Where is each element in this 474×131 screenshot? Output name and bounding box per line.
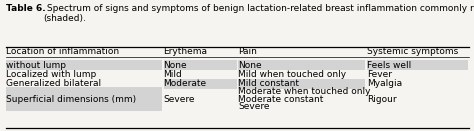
Bar (238, 79, 365, 89)
Text: Pain: Pain (238, 47, 257, 56)
Text: Mild when touched only: Mild when touched only (238, 70, 346, 79)
Bar (238, 60, 365, 70)
Text: without lump: without lump (6, 61, 66, 70)
Text: None: None (238, 61, 262, 70)
Bar (164, 79, 237, 89)
Text: Spectrum of signs and symptoms of benign lactation-related breast inflammation c: Spectrum of signs and symptoms of benign… (44, 4, 474, 23)
Text: Systemic symptoms: Systemic symptoms (367, 47, 459, 56)
Bar (6, 60, 162, 70)
Text: Severe: Severe (164, 94, 195, 103)
Text: Location of inflammation: Location of inflammation (6, 47, 119, 56)
Text: Severe: Severe (238, 102, 270, 111)
Text: Mild constant: Mild constant (238, 80, 300, 89)
Text: Feels well: Feels well (367, 61, 411, 70)
Bar (164, 60, 237, 70)
Bar (6, 87, 162, 111)
Text: Mild: Mild (164, 70, 182, 79)
Text: Erythema: Erythema (164, 47, 208, 56)
Text: Moderate constant: Moderate constant (238, 94, 324, 103)
Text: Superficial dimensions (mm): Superficial dimensions (mm) (6, 94, 136, 103)
Text: Rigour: Rigour (367, 94, 397, 103)
Text: Localized with lump: Localized with lump (6, 70, 96, 79)
Text: Fever: Fever (367, 70, 392, 79)
Text: Table 6.: Table 6. (6, 4, 46, 13)
Text: Myalgia: Myalgia (367, 80, 402, 89)
Text: None: None (164, 61, 187, 70)
Text: Moderate: Moderate (164, 80, 207, 89)
Text: Moderate when touched only: Moderate when touched only (238, 87, 371, 96)
Bar (367, 60, 468, 70)
Text: Generalized bilateral: Generalized bilateral (6, 80, 101, 89)
